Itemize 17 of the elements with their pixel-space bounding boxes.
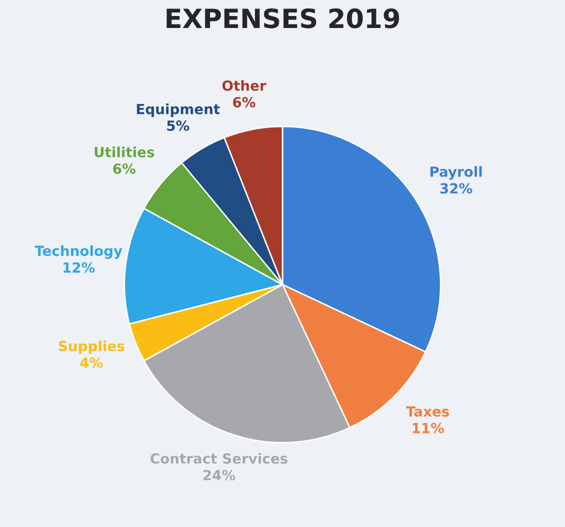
- slice-label: Equipment: [136, 104, 220, 117]
- data-label: 6%: [233, 96, 256, 108]
- slice-label: Taxes: [406, 406, 450, 417]
- slice-label: Other: [222, 80, 266, 91]
- data-label: 6%: [113, 163, 136, 174]
- slice-label: Contract Services: [150, 452, 288, 464]
- data-label: 5%: [167, 120, 190, 131]
- data-label: 24%: [203, 470, 236, 480]
- slice-label: Utilities: [94, 146, 154, 158]
- data-label: 32%: [440, 183, 472, 194]
- slice-label: Supplies: [58, 340, 124, 354]
- slice-label: Technology: [34, 245, 122, 259]
- data-label: 4%: [80, 357, 103, 368]
- chart-title: EXPENSES 2019: [166, 8, 400, 28]
- slice-label: Payroll: [430, 166, 482, 180]
- data-label: 11%: [412, 422, 444, 434]
- data-label: 12%: [64, 262, 95, 273]
